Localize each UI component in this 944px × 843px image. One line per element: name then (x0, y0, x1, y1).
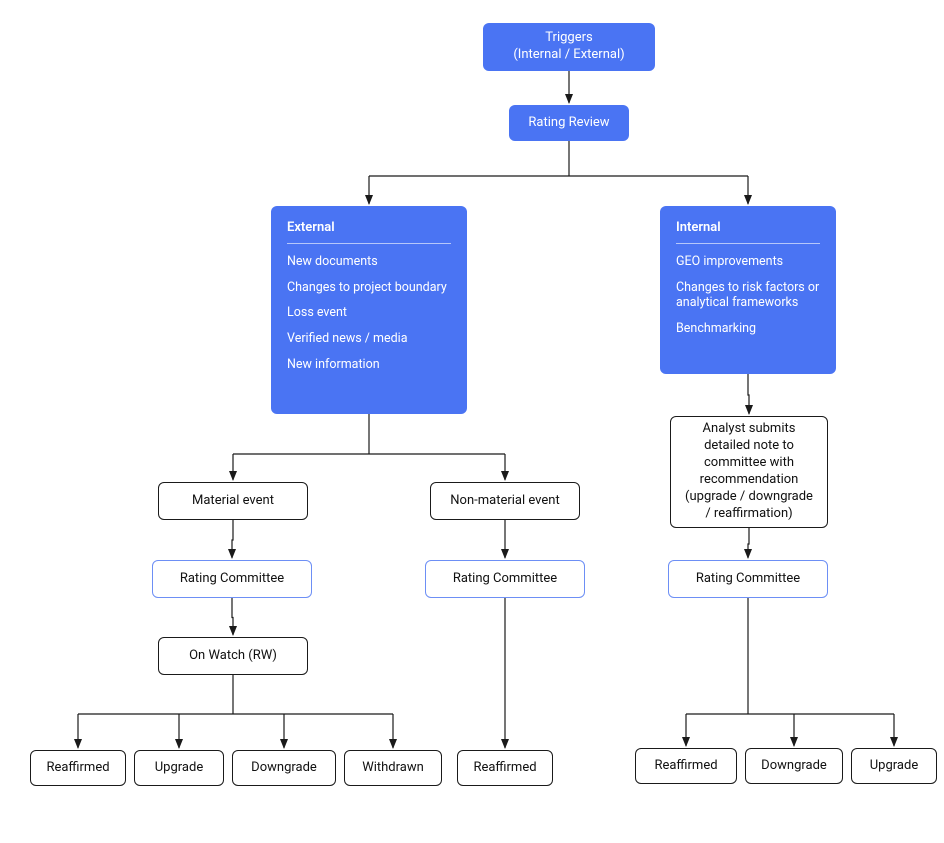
card-item: Changes to project boundary (287, 280, 451, 296)
card-title: Internal (676, 220, 820, 244)
flowchart-canvas: Triggers (Internal / External) Rating Rev… (0, 0, 944, 843)
node-ow_downgrade: Downgrade (232, 750, 336, 786)
node-label: Reaffirmed (473, 760, 536, 777)
card-title: External (287, 220, 451, 244)
node-internal_card: Internal GEO improvements Changes to risk … (660, 206, 836, 374)
node-rc_mid: Rating Committee (425, 560, 585, 598)
node-label: Analyst submits detailed note to committ… (681, 421, 817, 522)
card-item: New information (287, 357, 451, 373)
node-analyst_note: Analyst submits detailed note to committ… (670, 416, 828, 528)
node-label: Downgrade (251, 760, 317, 777)
node-on_watch: On Watch (RW) (158, 637, 308, 675)
node-rating_review: Rating Review (509, 105, 629, 141)
card-item: Loss event (287, 305, 451, 321)
node-r_reaffirmed: Reaffirmed (635, 748, 737, 784)
node-nonmaterial: Non-material event (430, 482, 580, 520)
node-label: Downgrade (761, 758, 827, 775)
node-r_upgrade: Upgrade (851, 748, 937, 784)
card-item: Changes to risk factors or analytical fr… (676, 280, 820, 311)
card-item: Benchmarking (676, 321, 820, 337)
node-label: Triggers (Internal / External) (513, 30, 624, 64)
card-item: GEO improvements (676, 254, 820, 270)
node-label: Rating Committee (180, 571, 284, 588)
node-ow_upgrade: Upgrade (134, 750, 224, 786)
node-rc_right: Rating Committee (668, 560, 828, 598)
node-label: Material event (192, 493, 274, 510)
node-label: Reaffirmed (654, 758, 717, 775)
node-label: Withdrawn (362, 760, 424, 777)
node-r_downgrade: Downgrade (745, 748, 843, 784)
node-label: Non-material event (450, 493, 559, 510)
node-nm_reaffirmed: Reaffirmed (457, 750, 553, 786)
node-label: Rating Review (528, 115, 609, 132)
node-ow_reaffirmed: Reaffirmed (30, 750, 126, 786)
node-label: Rating Committee (453, 571, 557, 588)
card-item: Verified news / media (287, 331, 451, 347)
node-triggers: Triggers (Internal / External) (483, 23, 655, 71)
node-label: On Watch (RW) (189, 648, 277, 665)
node-label: Rating Committee (696, 571, 800, 588)
node-label: Reaffirmed (46, 760, 109, 777)
node-rc_left: Rating Committee (152, 560, 312, 598)
card-item: New documents (287, 254, 451, 270)
node-label: Upgrade (155, 760, 203, 777)
node-external_card: External New documents Changes to project … (271, 206, 467, 414)
node-ow_withdrawn: Withdrawn (344, 750, 442, 786)
node-label: Upgrade (870, 758, 918, 775)
node-material: Material event (158, 482, 308, 520)
